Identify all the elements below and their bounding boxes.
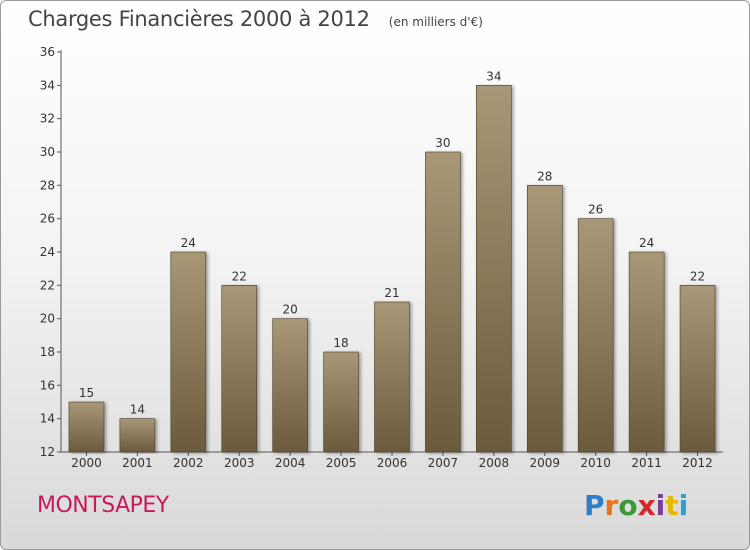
bar-2001 — [119, 418, 156, 453]
y-tick-label: 12 — [40, 445, 55, 459]
y-tick-label: 26 — [40, 212, 55, 226]
bar-2002 — [170, 251, 207, 453]
logo-letter: r — [604, 489, 619, 522]
chart-unit: (en milliers d'€) — [388, 15, 483, 29]
value-label: 20 — [283, 303, 298, 317]
proxiti-logo[interactable]: Proxiti — [584, 489, 688, 522]
value-label: 24 — [181, 236, 196, 250]
y-tick-label: 22 — [40, 278, 55, 292]
y-tick-label: 18 — [40, 345, 55, 359]
bar-2000 — [68, 401, 105, 453]
y-tick-label: 14 — [40, 412, 55, 426]
value-label: 18 — [333, 336, 348, 350]
x-tick-label: 2004 — [275, 456, 306, 470]
logo-letter: t — [665, 489, 679, 522]
x-tick-label: 2010 — [580, 456, 611, 470]
logo-letter: x — [637, 489, 656, 522]
y-tick-label: 30 — [40, 145, 55, 159]
chart-title: Charges Financières 2000 à 2012 — [28, 7, 370, 31]
bar-2007 — [425, 151, 461, 453]
y-tick-label: 32 — [40, 112, 55, 126]
bar-2006 — [374, 301, 410, 453]
logo-letter: o — [618, 489, 638, 522]
bar-2009 — [526, 185, 563, 453]
logo-letter: i — [678, 489, 689, 522]
value-label: 28 — [537, 169, 552, 183]
logo-letter: P — [584, 489, 605, 522]
x-tick-label: 2011 — [631, 456, 662, 470]
bar-2011 — [628, 251, 665, 453]
y-tick-label: 34 — [40, 78, 55, 92]
x-tick-label: 2007 — [428, 456, 459, 470]
bars — [68, 85, 716, 453]
x-tick-label: 2001 — [122, 456, 153, 470]
value-label: 14 — [130, 403, 145, 417]
value-label: 34 — [486, 69, 501, 83]
value-label: 21 — [384, 286, 399, 300]
y-tick-label: 36 — [40, 45, 55, 59]
x-tick-label: 2005 — [326, 456, 357, 470]
bar-2010 — [577, 218, 614, 453]
x-tick-label: 2012 — [682, 456, 713, 470]
x-tick-label: 2003 — [224, 456, 255, 470]
bar-2005 — [323, 351, 359, 453]
logo-letter: i — [655, 489, 666, 522]
y-tick-label: 28 — [40, 178, 55, 192]
value-label: 26 — [588, 203, 603, 217]
bar-2003 — [221, 285, 258, 453]
bar-2008 — [476, 85, 512, 453]
value-label: 24 — [639, 236, 654, 250]
bar-2012 — [679, 285, 716, 453]
axes: 12 14 16 18 20 22 24 26 28 30 32 34 36 — [40, 45, 723, 459]
x-tick-label: 2002 — [173, 456, 204, 470]
x-tick-label: 2006 — [377, 456, 408, 470]
y-tick-label: 24 — [40, 245, 55, 259]
x-tick-label: 2009 — [529, 456, 560, 470]
y-tick-label: 16 — [40, 378, 55, 392]
y-tick-label: 20 — [40, 312, 55, 326]
value-label: 15 — [79, 386, 94, 400]
value-label: 22 — [232, 269, 247, 283]
x-tick-label: 2000 — [71, 456, 102, 470]
x-tick-label: 2008 — [479, 456, 510, 470]
bar-2004 — [272, 318, 308, 453]
title-row: Charges Financières 2000 à 2012 (en mill… — [28, 7, 483, 31]
value-label: 30 — [435, 136, 450, 150]
value-label: 22 — [690, 269, 705, 283]
labels: 2000 15 2001 14 2002 24 2003 22 2004 20 2005 18 2006… — [71, 69, 713, 470]
commune-name: MONTSAPEY — [37, 493, 169, 518]
